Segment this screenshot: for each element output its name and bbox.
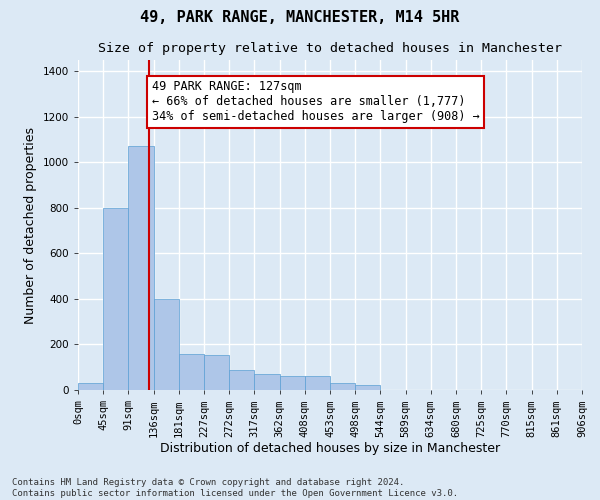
Text: 49, PARK RANGE, MANCHESTER, M14 5HR: 49, PARK RANGE, MANCHESTER, M14 5HR xyxy=(140,10,460,25)
Bar xyxy=(355,386,380,390)
Bar xyxy=(179,354,204,390)
Bar xyxy=(78,383,103,390)
Bar xyxy=(154,299,179,390)
Text: Contains HM Land Registry data © Crown copyright and database right 2024.
Contai: Contains HM Land Registry data © Crown c… xyxy=(12,478,458,498)
Bar xyxy=(330,383,355,390)
Bar xyxy=(305,376,330,390)
X-axis label: Distribution of detached houses by size in Manchester: Distribution of detached houses by size … xyxy=(160,442,500,455)
Bar xyxy=(229,370,254,390)
Title: Size of property relative to detached houses in Manchester: Size of property relative to detached ho… xyxy=(98,42,562,54)
Bar xyxy=(204,354,229,390)
Y-axis label: Number of detached properties: Number of detached properties xyxy=(24,126,37,324)
Bar xyxy=(128,146,154,390)
Bar xyxy=(280,376,305,390)
Bar xyxy=(254,374,280,390)
Bar xyxy=(103,208,128,390)
Text: 49 PARK RANGE: 127sqm
← 66% of detached houses are smaller (1,777)
34% of semi-d: 49 PARK RANGE: 127sqm ← 66% of detached … xyxy=(152,80,479,124)
